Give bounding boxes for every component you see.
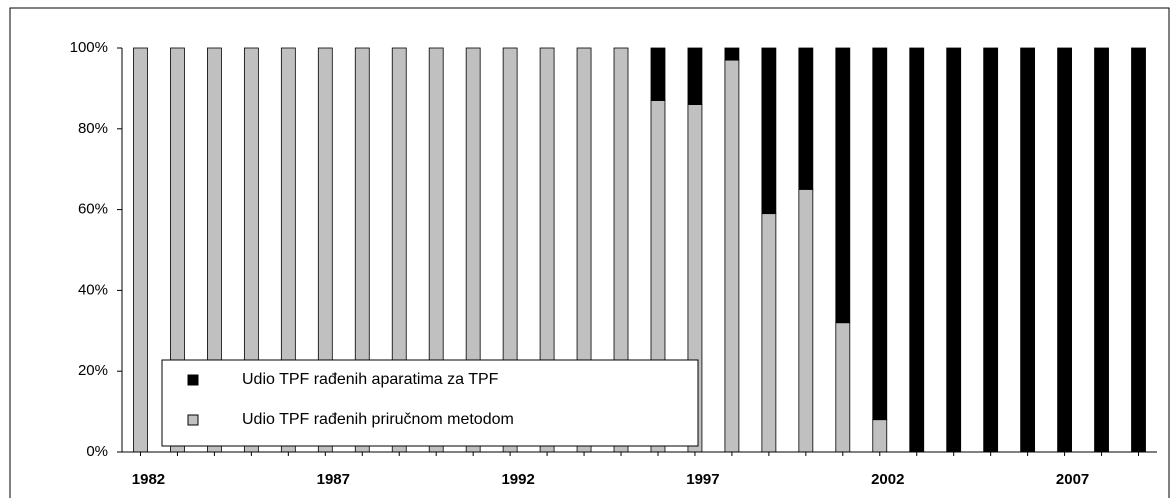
bar-segment (133, 47, 148, 453)
bar-segment (946, 47, 962, 453)
legend-swatch (187, 414, 199, 426)
legend-label: Udio TPF rađenih aparatima za TPF (242, 371, 499, 388)
bar-segment (650, 47, 666, 101)
bar-segment (724, 47, 740, 61)
bar-segment (1131, 47, 1146, 453)
bar-segment (872, 47, 888, 421)
x-tick-label: 1997 (686, 471, 719, 488)
y-tick-label: 20% (78, 362, 108, 379)
x-tick-label: 1987 (317, 471, 350, 488)
legend-label: Udio TPF rađenih priručnom metodom (242, 411, 514, 428)
bar-segment (835, 47, 851, 324)
y-tick-label: 40% (78, 281, 108, 298)
bar-segment (761, 47, 777, 215)
bar-segment (835, 322, 851, 453)
y-tick-label: 80% (78, 120, 108, 137)
bar-segment (798, 47, 814, 190)
y-tick-label: 60% (78, 201, 108, 218)
bar-segment (761, 213, 777, 453)
bar-segment (909, 47, 925, 453)
y-tick-label: 100% (70, 39, 108, 56)
x-tick-label: 1982 (132, 471, 165, 488)
x-tick-label: 2007 (1056, 471, 1089, 488)
x-tick-label: 2002 (871, 471, 904, 488)
bar-segment (1057, 47, 1072, 453)
bar-segment (687, 47, 703, 105)
bar-segment (983, 47, 999, 453)
y-tick-label: 0% (86, 443, 108, 460)
legend-swatch (187, 374, 199, 386)
bar-segment (798, 188, 814, 453)
x-tick-label: 1992 (501, 471, 534, 488)
legend-box (161, 359, 699, 447)
bar-segment (1020, 47, 1036, 453)
bar-segment (1094, 47, 1109, 453)
bar-segment (872, 419, 888, 453)
bar-segment (724, 59, 740, 453)
